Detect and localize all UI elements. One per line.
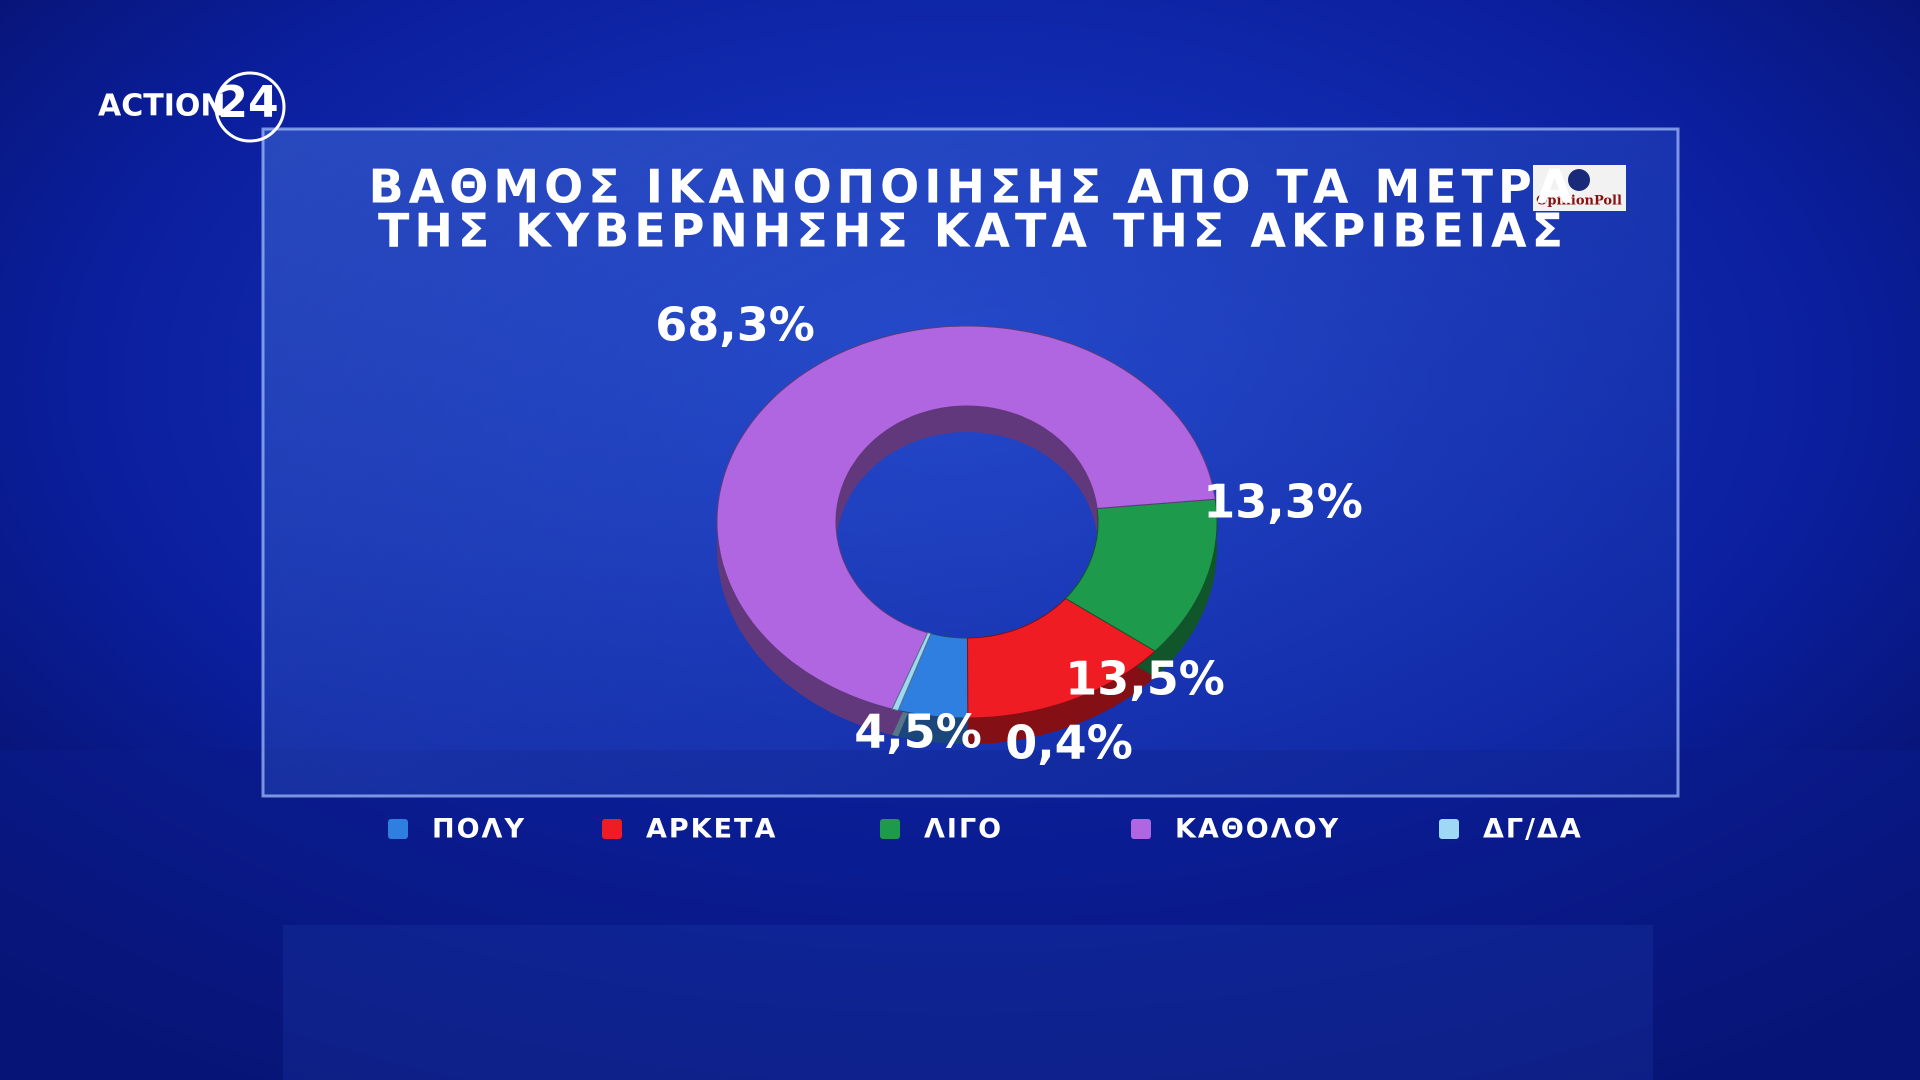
source-logo: OpinionPoll <box>1536 194 1622 209</box>
value-label: 0,4% <box>1005 716 1133 770</box>
legend-label: ΛΙΓΟ <box>924 814 1003 845</box>
logo-ring <box>214 71 286 143</box>
legend-swatch <box>1439 819 1459 839</box>
source-icon <box>1568 169 1590 191</box>
legend-swatch <box>388 819 408 839</box>
legend-label: ΔΓ/ΔΑ <box>1483 814 1583 845</box>
legend-swatch <box>880 819 900 839</box>
channel-logo: ACTION <box>98 89 225 124</box>
value-label: 4,5% <box>854 705 982 759</box>
reflection <box>283 925 1653 1080</box>
floor <box>0 750 1920 1080</box>
channel-number: 24 <box>217 77 278 128</box>
value-label: 13,3% <box>1203 475 1363 529</box>
value-label: 68,3% <box>655 298 815 352</box>
legend-label: ΠΟΛΥ <box>432 814 526 845</box>
chart-title: ΤΗΣ ΚΥΒΕΡΝΗΣΗΣ ΚΑΤΑ ΤΗΣ ΑΚΡΙΒΕΙΑΣ <box>378 204 1568 258</box>
legend-label: ΑΡΚΕΤΑ <box>646 814 777 845</box>
value-label: 13,5% <box>1065 652 1225 706</box>
donut-segment <box>891 632 932 711</box>
legend-swatch <box>1131 819 1151 839</box>
legend-swatch <box>602 819 622 839</box>
legend-label: ΚΑΘΟΛΟΥ <box>1175 814 1340 845</box>
chart-title: ΒΑΘΜΟΣ ΙΚΑΝΟΠΟΙΗΣΗΣ ΑΠΟ ΤΑ ΜΕΤΡΑ <box>369 160 1578 214</box>
